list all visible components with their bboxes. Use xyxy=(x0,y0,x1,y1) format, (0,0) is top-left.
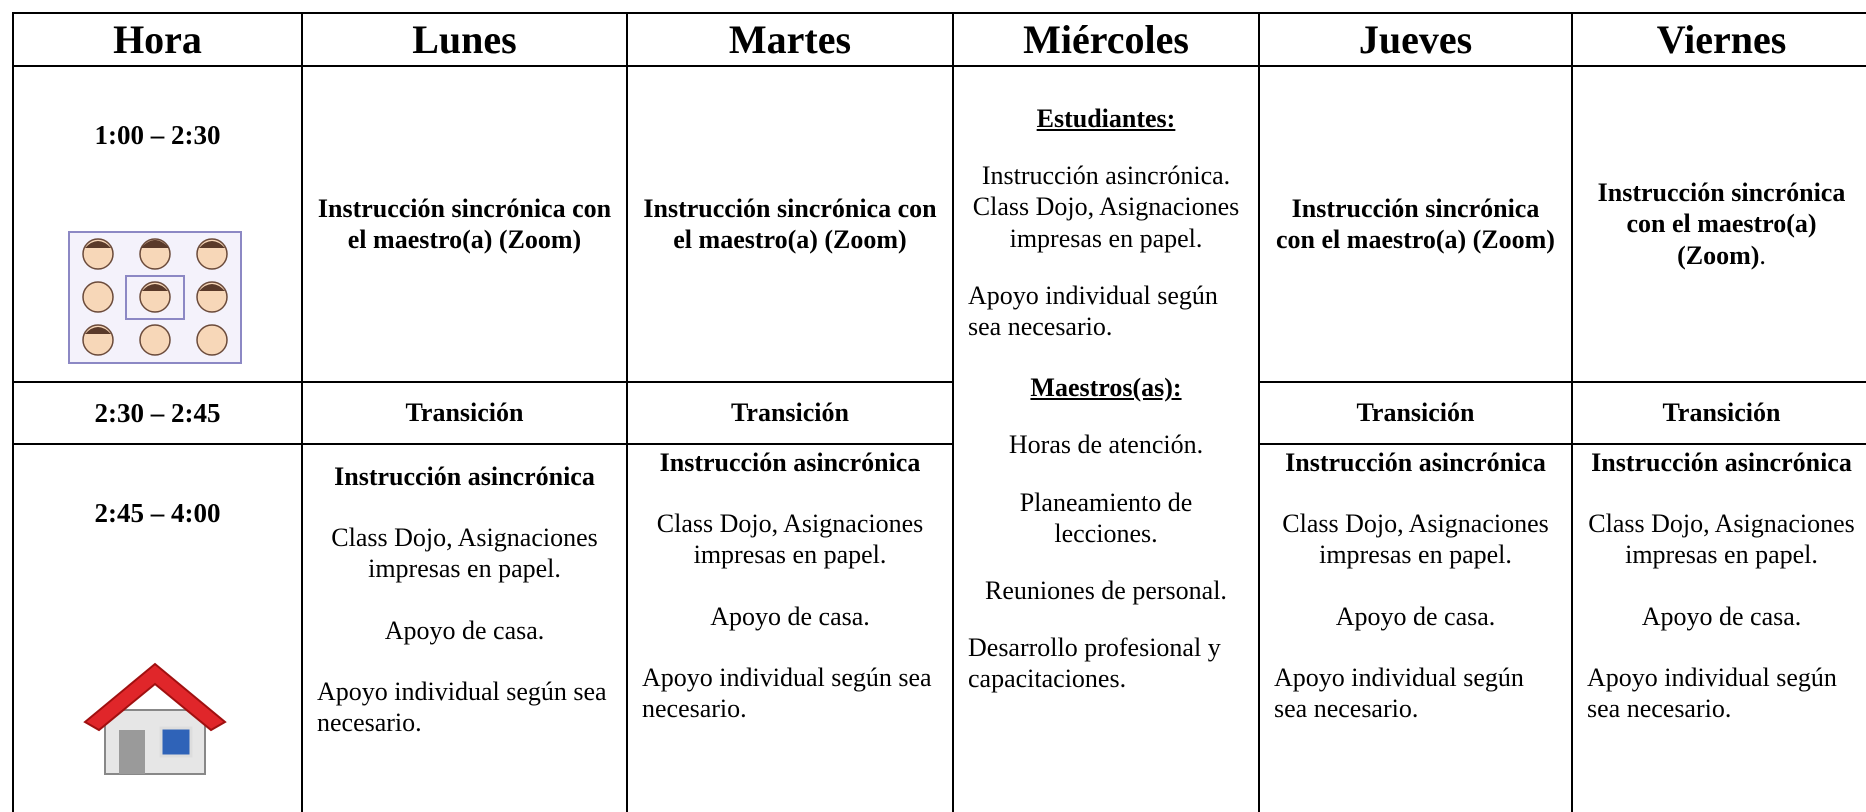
schedule-cell: Transición xyxy=(1258,381,1571,443)
time-label: 2:30 – 2:45 xyxy=(94,397,221,428)
wednesday-cell: Estudiantes: Instrucción asincrónica. Cla… xyxy=(952,65,1258,812)
schedule-cell: Instrucción asincrónica Class Dojo, Asign… xyxy=(1571,443,1866,812)
cell-paragraph: Apoyo de casa. xyxy=(384,615,545,645)
time-cell: 1:00 – 2:30 xyxy=(12,65,301,381)
cell-title: Instrucción sincrónica con el maestro(a)… xyxy=(1276,193,1555,254)
section-paragraph: Instrucción asincrónica. Class Dojo, Asi… xyxy=(972,161,1240,253)
section-heading: Maestros(as): xyxy=(1030,373,1182,403)
header-cell: Miércoles xyxy=(952,12,1258,65)
cell-paragraph: Apoyo individual según sea necesario. xyxy=(1587,662,1837,723)
time-label: 1:00 – 2:30 xyxy=(94,120,221,150)
section-paragraph: Desarrollo profesional y capacitaciones. xyxy=(968,633,1221,694)
time-cell: 2:30 – 2:45 xyxy=(12,381,301,443)
header-cell: Hora xyxy=(12,12,301,65)
cell-paragraph: Class Dojo, Asignaciones impresas en pap… xyxy=(656,509,924,570)
schedule-cell: Instrucción asincrónica Class Dojo, Asign… xyxy=(1258,443,1571,812)
schedule-cell: Transición xyxy=(301,381,626,443)
header-cell: Lunes xyxy=(301,12,626,65)
house-icon xyxy=(83,662,227,775)
cell-paragraph: Apoyo individual según sea necesario. xyxy=(1274,662,1524,723)
cell-title: Instrucción sincrónica con el maestro(a)… xyxy=(643,193,937,254)
cell-title: Transición xyxy=(405,398,524,428)
cell-paragraph: Class Dojo, Asignaciones impresas en pap… xyxy=(1282,509,1549,570)
section-paragraph: Horas de atención. xyxy=(1008,430,1204,460)
cell-paragraph: Apoyo individual según sea necesario. xyxy=(317,676,607,737)
children-video-grid xyxy=(68,231,242,364)
cell-title: Transición xyxy=(731,398,849,428)
schedule-cell: Instrucción sincrónica con el maestro(a)… xyxy=(1258,65,1571,381)
cell-title: Instrucción asincrónica xyxy=(1591,448,1852,477)
schedule-cell: Instrucción asincrónica Class Dojo, Asign… xyxy=(301,443,626,812)
cell-title: Transición xyxy=(1356,398,1475,428)
section-paragraph: Planeamiento de lecciones. xyxy=(1019,487,1193,548)
cell-title-suffix: . xyxy=(1759,240,1766,270)
section-paragraph: Reuniones de personal. xyxy=(985,575,1227,605)
cell-title: Instrucción sincrónica con el maestro(a)… xyxy=(317,193,612,254)
cell-title: Instrucción asincrónica xyxy=(659,448,921,477)
time-label: 2:45 – 4:00 xyxy=(94,498,221,528)
cell-paragraph: Apoyo de casa. xyxy=(710,601,870,631)
wednesday-section: Estudiantes: Instrucción asincrónica. Cla… xyxy=(968,103,1244,342)
wednesday-section: Maestros(as): Horas de atención. Planeamie… xyxy=(968,372,1244,694)
cell-title: Transición xyxy=(1662,398,1781,428)
header-cell: Martes xyxy=(626,12,952,65)
header-cell: Jueves xyxy=(1258,12,1571,65)
time-cell: 2:45 – 4:00 xyxy=(12,443,301,812)
cell-title: Instrucción asincrónica xyxy=(334,462,595,491)
cell-title: Instrucción asincrónica xyxy=(1285,448,1546,477)
schedule-cell: Instrucción sincrónica con el maestro(a)… xyxy=(301,65,626,381)
schedule-cell: Instrucción asincrónica Class Dojo, Asign… xyxy=(626,443,952,812)
cell-paragraph: Apoyo individual según sea necesario. xyxy=(642,662,932,723)
header-cell: Viernes xyxy=(1571,12,1866,65)
cell-paragraph: Apoyo de casa. xyxy=(1641,601,1802,631)
section-paragraph: Apoyo individual según sea necesario. xyxy=(968,280,1218,341)
schedule-cell: Transición xyxy=(626,381,952,443)
schedule-cell: Transición xyxy=(1571,381,1866,443)
cell-title: Instrucción sincrónica con el maestro(a)… xyxy=(1597,178,1846,270)
schedule-cell: Instrucción sincrónica con el maestro(a)… xyxy=(626,65,952,381)
cell-paragraph: Class Dojo, Asignaciones impresas en pap… xyxy=(1588,509,1855,570)
cell-paragraph: Class Dojo, Asignaciones impresas en pap… xyxy=(331,523,598,584)
cell-paragraph: Apoyo de casa. xyxy=(1335,601,1496,631)
section-heading: Estudiantes: xyxy=(1036,104,1176,133)
schedule-cell: Instrucción sincrónica con el maestro(a)… xyxy=(1571,65,1866,381)
